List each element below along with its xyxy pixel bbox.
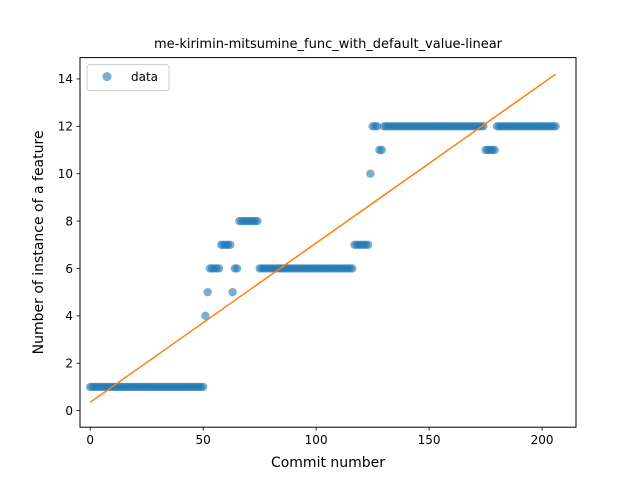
data-point xyxy=(232,264,242,273)
data-point xyxy=(201,311,210,321)
data-point xyxy=(366,169,375,178)
fit-line xyxy=(89,73,557,403)
legend-box xyxy=(86,64,170,92)
y-axis-label: Number of instance of a feature xyxy=(31,130,47,354)
data-point xyxy=(363,240,373,249)
y-tick-label: 0 xyxy=(65,404,73,418)
ticks-layer: 0 50 100 150 200 0 2 4 6 8 10 12 14 xyxy=(58,72,554,447)
data-point xyxy=(377,145,386,155)
y-tick-label: 12 xyxy=(58,120,73,134)
y-tick-label: 6 xyxy=(65,262,73,276)
x-tick-label: 150 xyxy=(418,433,441,447)
x-tick-label: 50 xyxy=(196,433,211,447)
legend: data xyxy=(86,64,170,92)
data-point xyxy=(228,287,237,297)
marks-layer xyxy=(85,73,560,403)
data-point xyxy=(198,382,208,392)
data-point xyxy=(253,216,262,226)
y-tick-label: 4 xyxy=(65,309,73,323)
x-tick-label: 200 xyxy=(531,433,554,447)
legend-marker xyxy=(102,72,112,82)
data-point xyxy=(372,122,382,131)
chart-title: me-kirimin-mitsumine_func_with_default_v… xyxy=(154,37,503,52)
x-axis-label: Commit number xyxy=(271,455,385,471)
y-tick-label: 10 xyxy=(58,167,73,181)
data-point xyxy=(226,240,235,249)
data-point xyxy=(203,287,212,297)
x-tick-label: 100 xyxy=(305,433,328,447)
data-point xyxy=(214,264,224,273)
legend-label: data xyxy=(131,70,158,84)
y-tick-label: 2 xyxy=(65,357,73,371)
data-point xyxy=(348,264,357,273)
data-point xyxy=(551,122,560,131)
plot-frame xyxy=(79,57,577,428)
y-tick-label: 14 xyxy=(58,72,73,86)
y-tick-label: 8 xyxy=(65,214,73,228)
x-tick-label: 0 xyxy=(86,433,94,447)
data-point xyxy=(490,145,499,155)
